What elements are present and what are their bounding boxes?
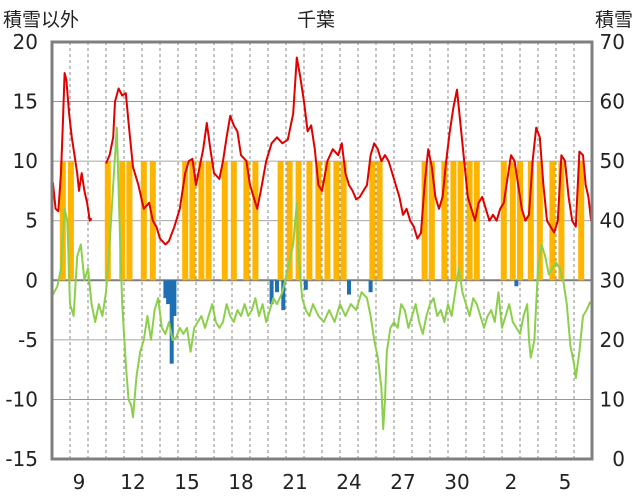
x-tick-label: 21: [282, 470, 307, 494]
sunshine-bar: [369, 161, 376, 281]
sunshine-bar: [340, 161, 347, 281]
precip-bar: [269, 280, 274, 305]
sunshine-bar: [243, 161, 250, 281]
precip-bar: [275, 280, 279, 293]
sunshine-bar: [67, 161, 74, 281]
sunshine-bar: [450, 161, 457, 281]
y-left-tick-label: 15: [13, 90, 38, 114]
y-left-tick-label: -15: [5, 447, 38, 471]
sunshine-bar: [315, 161, 322, 281]
x-tick-label: 27: [390, 470, 415, 494]
y-right-tick-label: 30: [600, 268, 625, 292]
sunshine-bar: [221, 161, 228, 281]
sunshine-bar: [295, 161, 302, 281]
x-tick-label: 5: [559, 470, 572, 494]
plot-frame: [50, 40, 594, 461]
right-axis-label: 積雪: [595, 9, 633, 31]
y-right-tick-label: 50: [600, 149, 625, 173]
sunshine-bar: [558, 161, 565, 281]
sunshine-bar: [140, 161, 147, 281]
y-left-tick-label: 20: [13, 30, 38, 54]
chart-title: 千葉: [297, 9, 335, 31]
y-right-tick-label: 60: [600, 90, 625, 114]
sunshine-bar: [230, 161, 237, 281]
sunshine-bar: [500, 161, 507, 281]
y-left-tick-label: 0: [25, 268, 38, 292]
x-tick-label: 9: [73, 470, 86, 494]
sunshine-bar: [466, 161, 473, 281]
series-line-green: [52, 126, 592, 431]
precip-bar: [347, 280, 351, 295]
sunshine-bar: [104, 161, 111, 281]
y-left-tick-label: -10: [5, 387, 38, 411]
y-right-tick-label: 40: [600, 209, 625, 233]
sunshine-bar: [376, 161, 383, 281]
y-right-tick-labels: 0 10 20 30 40 50 60 70: [600, 30, 625, 471]
sunshine-bar: [119, 161, 126, 281]
sunshine-bar: [182, 161, 189, 281]
x-tick-label: 2: [505, 470, 518, 494]
series-line-red: [51, 56, 593, 246]
y-right-tick-label: 70: [600, 30, 625, 54]
y-left-tick-label: 10: [13, 149, 38, 173]
sunshine-bar: [509, 161, 516, 281]
sunshine-bar: [324, 161, 331, 281]
sunshine-bar: [421, 161, 428, 281]
x-tick-label: 24: [336, 470, 361, 494]
precip-bar: [163, 280, 168, 299]
x-tick-label: 18: [228, 470, 253, 494]
sunshine-bar: [126, 161, 133, 281]
sunshine-bar: [578, 161, 585, 281]
y-left-tick-label: -5: [18, 328, 38, 352]
plot-border: [50, 40, 594, 461]
y-left-tick-label: 5: [25, 209, 38, 233]
sunshine-bar: [536, 161, 543, 281]
x-tick-labels: 9 12 15 18 21 24 27 30 2 5: [73, 470, 572, 494]
sunshine-bar: [333, 161, 340, 281]
y-right-tick-label: 20: [600, 328, 625, 352]
y-right-tick-label: 0: [612, 447, 625, 471]
sunshine-bar: [457, 161, 464, 281]
precip-bars: [163, 280, 519, 364]
y-left-tick-labels: -15 -10 -5 0 5 10 15 20: [5, 30, 38, 471]
precip-bar: [169, 280, 174, 364]
precip-bar: [514, 280, 519, 287]
sunshine-bar: [198, 161, 205, 281]
left-axis-label: 積雪以外: [3, 9, 79, 31]
sunshine-bar: [59, 161, 66, 281]
x-tick-label: 30: [444, 470, 469, 494]
sunshine-bar: [286, 161, 293, 281]
precip-bar: [281, 280, 286, 311]
sunshine-bar: [549, 161, 556, 281]
sunshine-bar: [277, 161, 284, 281]
sunshine-bar: [517, 161, 523, 281]
sunshine-bar: [252, 161, 259, 281]
sunshine-bar: [306, 161, 313, 281]
sunshine-bar: [527, 161, 534, 281]
precip-bar: [368, 280, 373, 293]
sunshine-bar: [441, 161, 448, 281]
y-right-tick-label: 10: [600, 387, 625, 411]
sunshine-bar: [473, 161, 480, 281]
precip-bar: [303, 280, 308, 290]
sunshine-bar: [205, 161, 212, 281]
sunshine-bar: [428, 161, 435, 281]
x-tick-label: 15: [174, 470, 199, 494]
x-tick-label: 12: [120, 470, 145, 494]
sunshine-bar: [189, 161, 196, 281]
precip-bar: [172, 280, 177, 317]
